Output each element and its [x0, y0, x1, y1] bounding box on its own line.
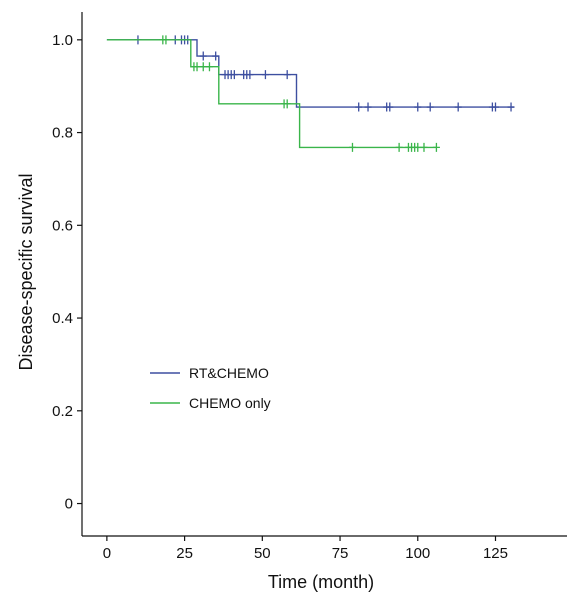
- axes: [81, 12, 567, 537]
- censor-mark: [205, 62, 213, 72]
- legend-item: RT&CHEMO: [150, 365, 269, 381]
- y-axis-title: Disease-specific survival: [16, 173, 36, 370]
- y-ticks: 0 0.2 0.4 0.6 0.8 1.0: [52, 32, 82, 513]
- censor-mark: [432, 142, 440, 152]
- censor-mark: [230, 70, 238, 80]
- censor-mark: [491, 102, 499, 112]
- censor-mark: [364, 102, 372, 112]
- x-ticks: 0 25 50 75 100 125: [103, 536, 508, 562]
- x-tick-label: 125: [483, 545, 508, 562]
- y-tick-label: 0: [65, 496, 73, 513]
- censor-mark: [386, 102, 394, 112]
- x-tick-label: 75: [332, 545, 349, 562]
- y-tick-label: 0.8: [52, 125, 73, 142]
- censor-mark: [246, 70, 254, 80]
- x-tick-label: 50: [254, 545, 271, 562]
- censor-mark: [426, 102, 434, 112]
- x-tick-label: 0: [103, 545, 111, 562]
- censor-mark: [193, 62, 201, 72]
- censor-mark: [414, 142, 422, 152]
- censor-mark: [212, 51, 220, 61]
- censor-mark: [454, 102, 462, 112]
- censor-mark: [199, 51, 207, 61]
- censor-mark: [261, 70, 269, 80]
- censor-mark: [414, 102, 422, 112]
- censor-mark: [348, 142, 356, 152]
- censor-mark: [162, 35, 170, 45]
- series-layer: [106, 35, 515, 152]
- series-chemo-only: [106, 35, 440, 152]
- x-tick-label: 25: [176, 545, 193, 562]
- legend-label: RT&CHEMO: [189, 365, 269, 381]
- legend-item: CHEMO only: [150, 395, 271, 411]
- censor-mark: [355, 102, 363, 112]
- legend: RT&CHEMO CHEMO only: [150, 365, 271, 411]
- legend-label: CHEMO only: [189, 395, 271, 411]
- censor-mark: [283, 70, 291, 80]
- series-rt-chemo: [106, 35, 515, 112]
- censor-mark: [283, 99, 291, 109]
- survival-curve: [106, 39, 437, 149]
- x-tick-label: 100: [405, 545, 430, 562]
- censor-mark: [395, 142, 403, 152]
- censor-mark: [199, 62, 207, 72]
- y-tick-label: 0.4: [52, 310, 73, 327]
- y-tick-label: 0.6: [52, 217, 73, 234]
- y-tick-label: 1.0: [52, 32, 73, 49]
- x-axis-title: Time (month): [268, 572, 374, 592]
- y-tick-label: 0.2: [52, 403, 73, 420]
- censor-mark: [507, 102, 515, 112]
- censor-mark: [420, 142, 428, 152]
- survival-curve: [106, 39, 515, 108]
